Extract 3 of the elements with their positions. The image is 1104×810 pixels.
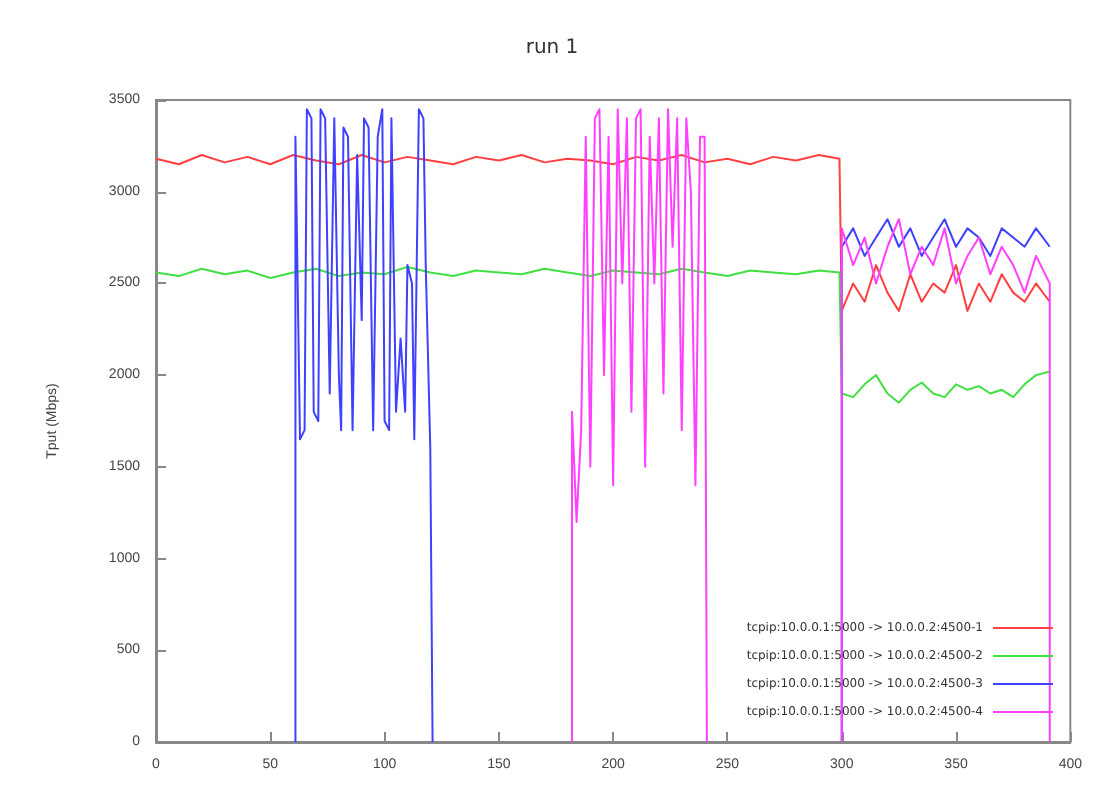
line-series: [155, 265, 1051, 404]
line-series: [155, 154, 1051, 312]
chart-title: run 1: [525, 37, 579, 59]
